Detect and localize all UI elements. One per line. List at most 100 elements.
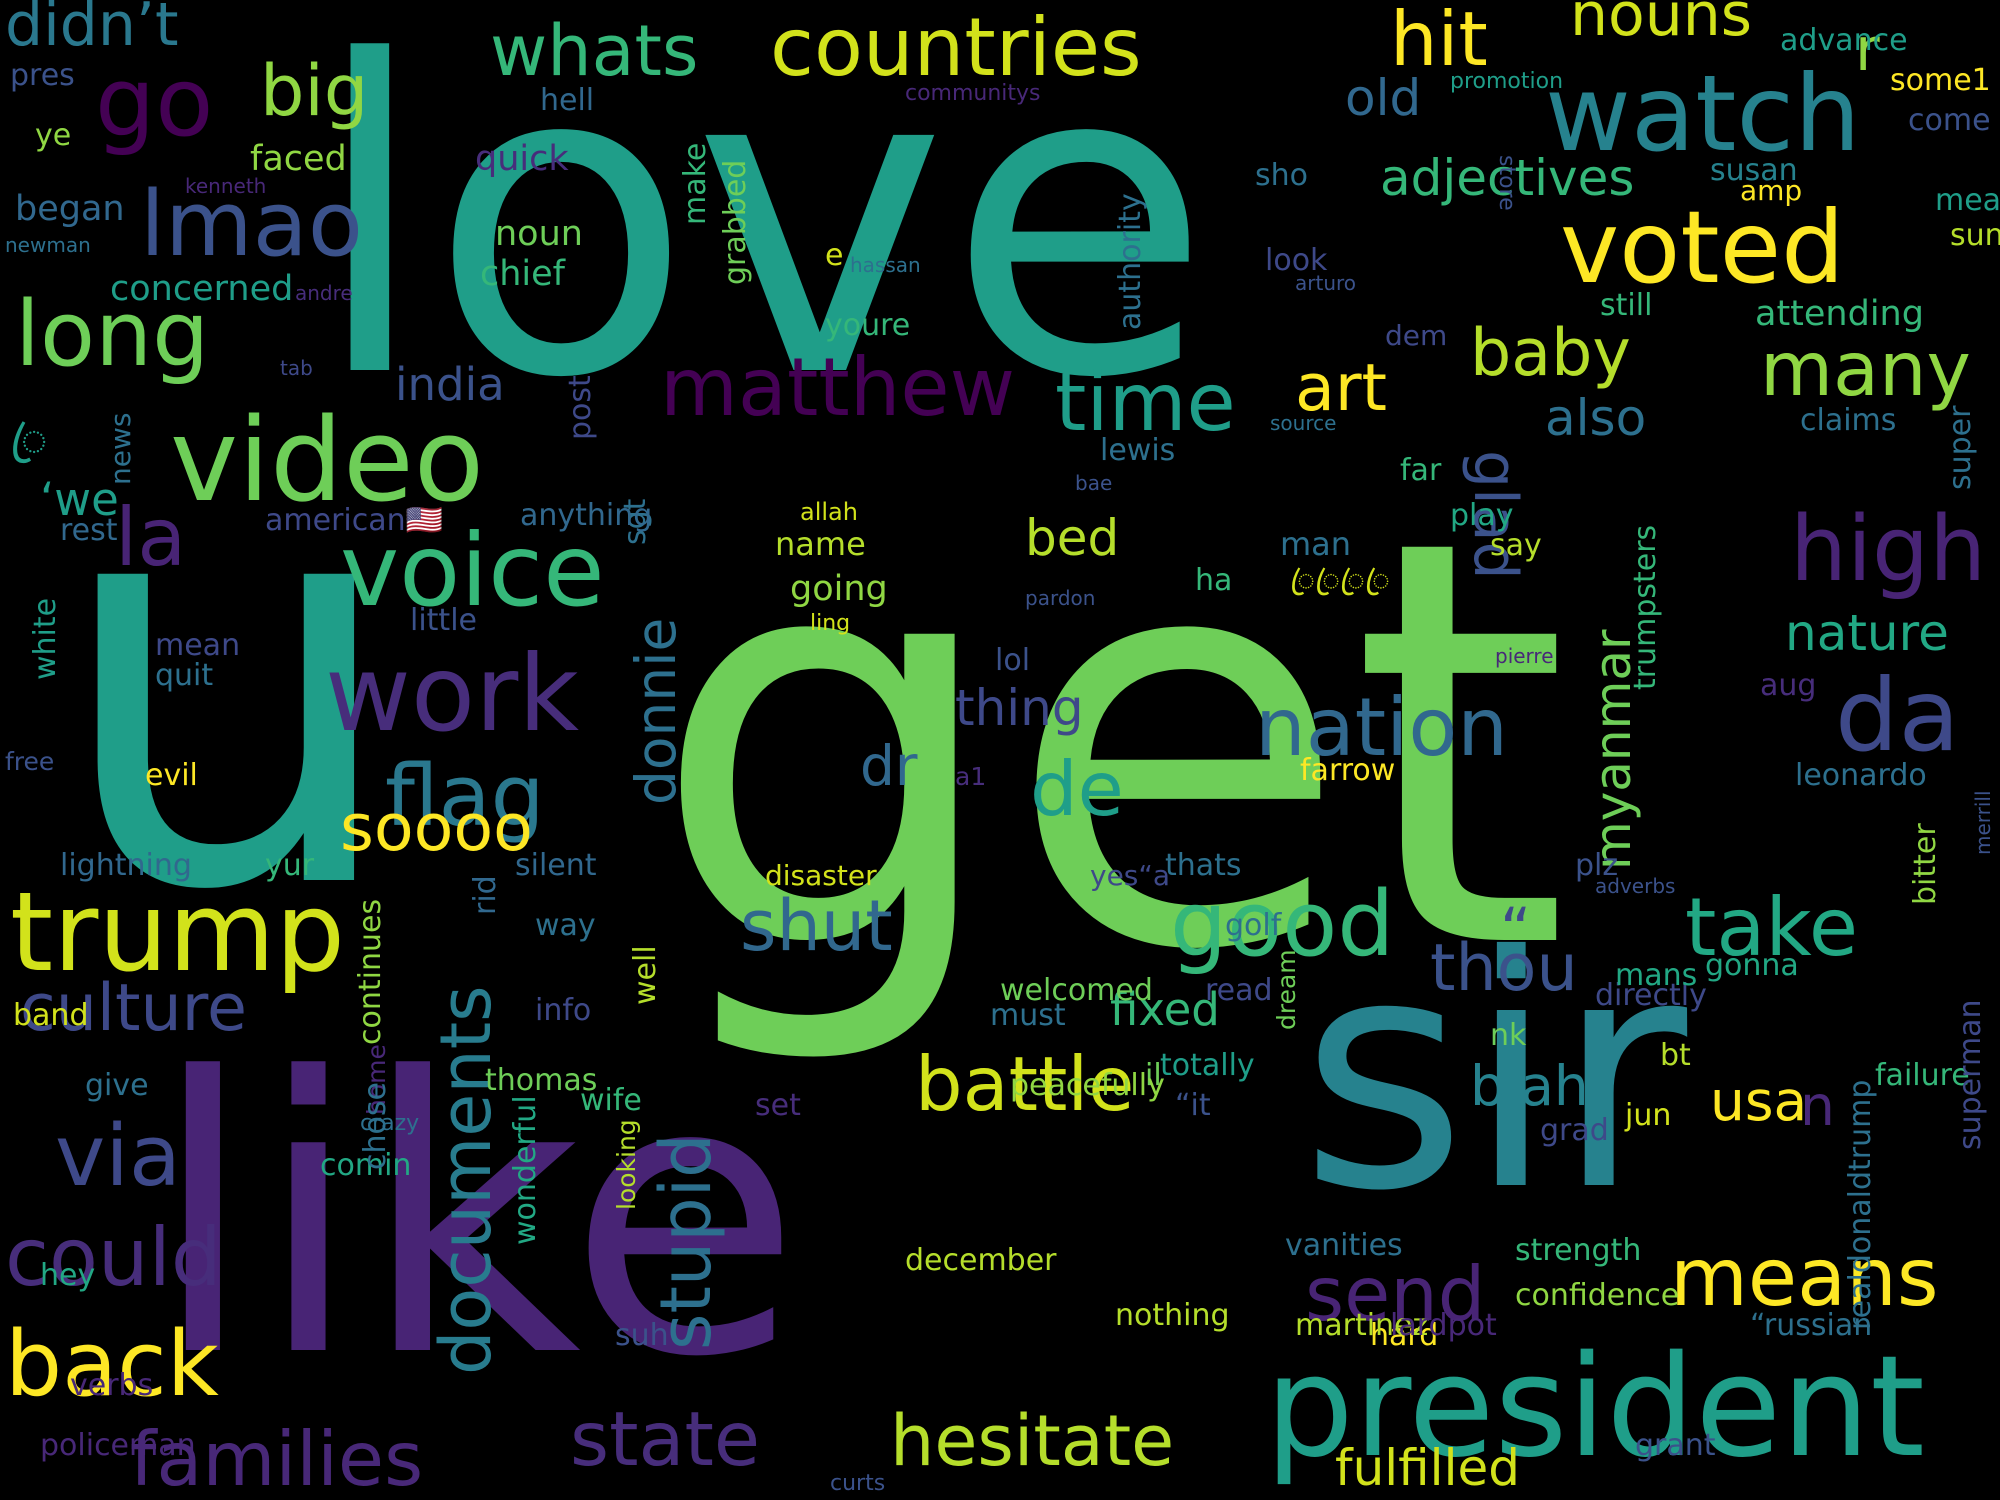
cloud-word: yur — [265, 848, 315, 883]
cloud-word: give — [85, 1068, 149, 1103]
cloud-word: “ — [1500, 895, 1531, 965]
cloud-word: yes“a — [1090, 859, 1170, 892]
cloud-word: a1 — [955, 762, 986, 791]
cloud-word: dr — [860, 734, 918, 798]
cloud-word: thomas — [485, 1063, 597, 1098]
cloud-word: thats — [1165, 848, 1242, 883]
cloud-word: attending — [1755, 294, 1924, 334]
cloud-word: la — [115, 491, 186, 584]
cloud-word: time — [1055, 356, 1236, 449]
cloud-word: directly — [1595, 978, 1707, 1013]
cloud-word: didn’t — [5, 0, 178, 60]
cloud-word: go — [95, 48, 213, 158]
cloud-word: watch — [1545, 53, 1861, 175]
cloud-word: suh — [615, 1318, 669, 1353]
cloud-word: leonardo — [1795, 758, 1927, 793]
cloud-word: mans — [1615, 958, 1697, 993]
cloud-word: nouns — [1570, 0, 1752, 50]
cloud-word: anything — [520, 498, 652, 533]
cloud-word: matthew — [660, 341, 1015, 434]
cloud-word: silent — [515, 848, 597, 883]
cloud-word: countries — [770, 1, 1142, 94]
cloud-word: kenneth — [185, 174, 266, 198]
cloud-word: like — [150, 997, 801, 1440]
cloud-word: wonderful — [508, 1095, 543, 1245]
cloud-word: n — [1800, 1074, 1835, 1138]
cloud-word: look — [1265, 243, 1328, 278]
cloud-word: long — [15, 282, 209, 387]
cloud-word: band — [13, 998, 88, 1033]
cloud-word: amp — [1740, 174, 1802, 207]
cloud-word: de — [1030, 745, 1124, 833]
cloud-word: some1 — [1890, 63, 1991, 98]
cloud-word: “it — [1175, 1088, 1211, 1123]
cloud-word: back — [5, 1312, 219, 1417]
cloud-word: soooo — [340, 791, 533, 866]
cloud-word: lol — [995, 643, 1030, 678]
cloud-word: tab — [280, 356, 313, 380]
cloud-word: sun — [1950, 218, 2000, 253]
cloud-word: super — [1943, 405, 1978, 490]
cloud-word: verbs — [70, 1368, 153, 1403]
cloud-word: lmao — [140, 172, 363, 277]
cloud-word: policeman — [40, 1428, 196, 1463]
cloud-word: come — [1908, 103, 1991, 138]
cloud-word: send — [1305, 1250, 1485, 1338]
cloud-word: still — [1600, 288, 1652, 323]
cloud-word: bed — [1025, 509, 1119, 567]
cloud-word: ‘we — [40, 473, 119, 526]
cloud-word: chose — [358, 1082, 393, 1170]
cloud-word: man — [1280, 525, 1351, 563]
cloud-word: thing — [955, 679, 1084, 737]
cloud-word: wife — [580, 1083, 642, 1118]
cloud-word: voice — [340, 512, 605, 629]
cloud-word: nk — [1490, 1018, 1527, 1053]
cloud-word: ꦿꦿꦿꦿ — [1290, 563, 1390, 598]
cloud-word: culture — [20, 971, 247, 1046]
cloud-word: high — [1790, 497, 1986, 602]
cloud-word: well — [628, 945, 663, 1005]
cloud-word: donnie — [624, 618, 688, 805]
cloud-word: promotion — [1450, 69, 1563, 94]
cloud-word: info — [535, 993, 591, 1028]
cloud-word: crazy — [360, 1111, 419, 1136]
cloud-word: december — [905, 1243, 1057, 1278]
cloud-word: failure — [1875, 1058, 1970, 1093]
cloud-word: claims — [1800, 403, 1896, 438]
cloud-word: pierre — [1495, 644, 1554, 668]
cloud-word: nothing — [1115, 1298, 1230, 1333]
cloud-word: adjectives — [1380, 149, 1634, 207]
cloud-word: baby — [1470, 316, 1631, 391]
cloud-word: dem — [1385, 319, 1447, 352]
cloud-word: trump — [10, 868, 345, 996]
cloud-word: comin — [320, 1148, 411, 1183]
cloud-word: newman — [5, 233, 91, 257]
cloud-word: advance — [1780, 23, 1908, 58]
cloud-word: thou — [1430, 931, 1578, 1006]
cloud-word: make — [678, 143, 713, 225]
cloud-word: disaster — [765, 859, 877, 892]
cloud-word: mean — [155, 628, 240, 663]
cloud-word: good — [1170, 872, 1394, 977]
cloud-word: martinez — [1295, 1308, 1428, 1343]
cloud-word: looking — [612, 1119, 641, 1210]
cloud-word: families — [130, 1415, 423, 1500]
cloud-word: shut — [740, 885, 893, 967]
cloud-word: hesitate — [890, 1400, 1174, 1482]
cloud-word: realdonaldtrump — [1843, 1080, 1878, 1330]
cloud-word: concerned — [110, 269, 293, 309]
cloud-word: plz — [1575, 848, 1618, 883]
cloud-word: confidence — [1515, 1278, 1679, 1313]
cloud-word: susan — [1710, 153, 1798, 188]
cloud-word: myanmar — [1584, 629, 1642, 870]
cloud-word: hit — [1390, 0, 1488, 83]
cloud-word: old — [1345, 69, 1421, 127]
cloud-word: lewis — [1100, 433, 1175, 468]
cloud-word: arturo — [1295, 271, 1356, 295]
cloud-word: totally — [1160, 1048, 1255, 1083]
cloud-word: big — [260, 50, 368, 132]
cloud-word: lardpot — [1390, 1308, 1497, 1343]
cloud-word: nature — [1785, 604, 1949, 662]
cloud-word: jun — [1624, 1098, 1671, 1133]
